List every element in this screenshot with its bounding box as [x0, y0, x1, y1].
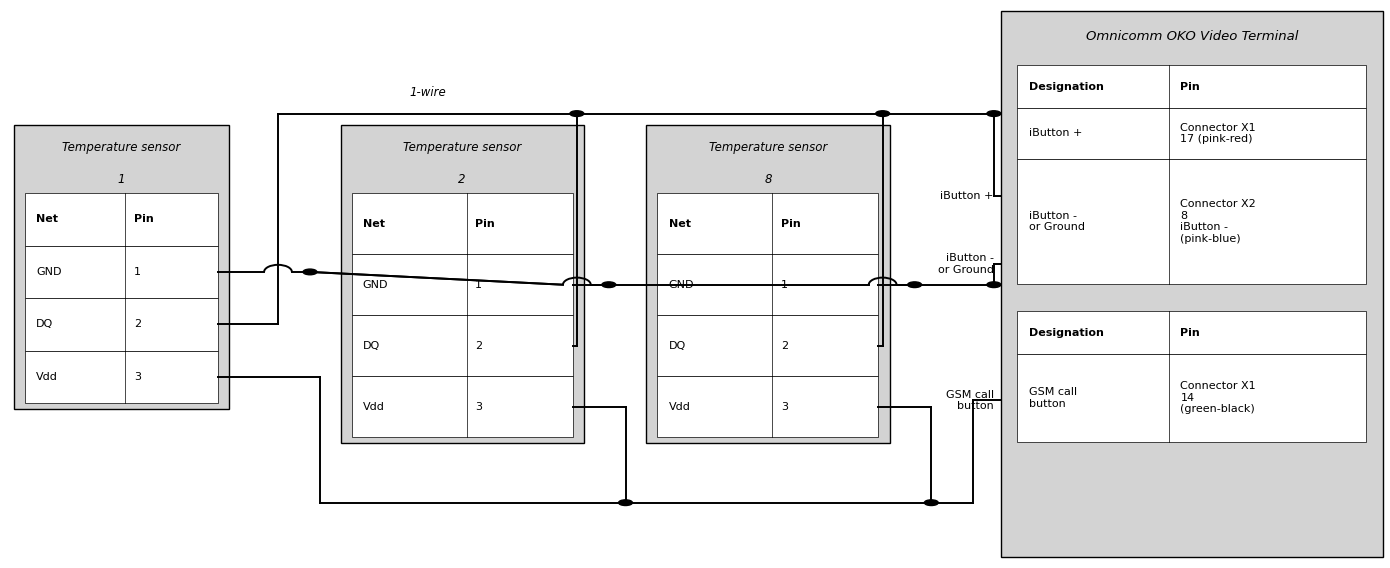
FancyBboxPatch shape [1017, 354, 1366, 442]
Text: DQ: DQ [36, 319, 53, 329]
Circle shape [987, 282, 1001, 287]
Circle shape [602, 282, 616, 287]
FancyBboxPatch shape [352, 193, 573, 254]
Text: Pin: Pin [475, 219, 495, 229]
Circle shape [908, 282, 922, 287]
FancyBboxPatch shape [1017, 311, 1366, 354]
Text: Net: Net [36, 214, 58, 224]
Text: GND: GND [363, 279, 388, 290]
Text: Vdd: Vdd [36, 372, 58, 382]
Text: 1: 1 [118, 173, 125, 186]
Text: 2: 2 [133, 319, 140, 329]
Text: Designation: Designation [1029, 82, 1104, 91]
FancyBboxPatch shape [352, 315, 573, 376]
FancyBboxPatch shape [25, 298, 218, 350]
Text: GND: GND [669, 279, 694, 290]
Text: Pin: Pin [1180, 82, 1200, 91]
FancyBboxPatch shape [1017, 159, 1366, 284]
Text: Net: Net [363, 219, 385, 229]
Text: 1-wire: 1-wire [409, 86, 446, 99]
Text: iButton +: iButton + [941, 191, 994, 201]
Text: iButton -
or Ground: iButton - or Ground [938, 253, 994, 275]
Text: Temperature sensor: Temperature sensor [709, 141, 827, 154]
FancyBboxPatch shape [352, 376, 573, 437]
FancyBboxPatch shape [14, 125, 229, 409]
Text: Temperature sensor: Temperature sensor [63, 141, 181, 154]
FancyBboxPatch shape [25, 245, 218, 298]
FancyBboxPatch shape [25, 350, 218, 403]
Circle shape [924, 500, 938, 506]
Text: iButton -
or Ground: iButton - or Ground [1029, 211, 1084, 232]
Text: Connector X1
17 (pink-red): Connector X1 17 (pink-red) [1180, 123, 1257, 144]
Text: Pin: Pin [781, 219, 801, 229]
FancyBboxPatch shape [646, 125, 890, 443]
Text: 1: 1 [475, 279, 482, 290]
Text: 3: 3 [133, 372, 140, 382]
Text: GND: GND [36, 267, 61, 277]
Text: 2: 2 [781, 341, 788, 351]
FancyBboxPatch shape [1017, 108, 1366, 159]
Circle shape [570, 111, 584, 116]
Text: Temperature sensor: Temperature sensor [403, 141, 521, 154]
FancyBboxPatch shape [341, 125, 584, 443]
Circle shape [619, 500, 632, 506]
Text: 2: 2 [475, 341, 482, 351]
Text: 3: 3 [475, 402, 482, 412]
Text: 3: 3 [781, 402, 788, 412]
Text: Designation: Designation [1029, 328, 1104, 337]
Text: Net: Net [669, 219, 691, 229]
FancyBboxPatch shape [25, 193, 218, 245]
Text: Omnicomm OKO Video Terminal: Omnicomm OKO Video Terminal [1086, 31, 1298, 43]
Text: iButton +: iButton + [1029, 128, 1081, 139]
Text: GSM call
button: GSM call button [945, 390, 994, 411]
FancyBboxPatch shape [657, 193, 878, 254]
Circle shape [303, 269, 317, 275]
Text: Vdd: Vdd [363, 402, 385, 412]
Text: 1: 1 [133, 267, 140, 277]
Text: 1: 1 [781, 279, 788, 290]
FancyBboxPatch shape [657, 254, 878, 315]
Text: DQ: DQ [669, 341, 685, 351]
Circle shape [876, 111, 890, 116]
FancyBboxPatch shape [1017, 65, 1366, 108]
FancyBboxPatch shape [657, 376, 878, 437]
Text: GSM call
button: GSM call button [1029, 387, 1077, 409]
FancyBboxPatch shape [657, 315, 878, 376]
Text: 8: 8 [765, 173, 771, 186]
Circle shape [987, 111, 1001, 116]
Text: Pin: Pin [133, 214, 153, 224]
Text: Pin: Pin [1180, 328, 1200, 337]
FancyBboxPatch shape [1001, 11, 1383, 557]
FancyBboxPatch shape [352, 254, 573, 315]
Text: 2: 2 [459, 173, 466, 186]
Text: Vdd: Vdd [669, 402, 691, 412]
Text: Connector X2
8
iButton -
(pink-blue): Connector X2 8 iButton - (pink-blue) [1180, 199, 1257, 244]
Text: DQ: DQ [363, 341, 379, 351]
Text: Connector X1
14
(green-black): Connector X1 14 (green-black) [1180, 381, 1257, 415]
